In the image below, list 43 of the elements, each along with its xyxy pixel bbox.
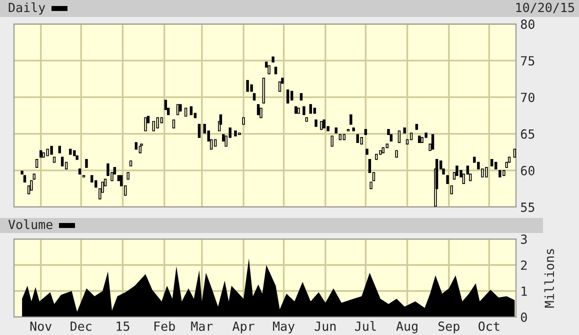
candlestick [456,166,458,176]
x-tick-label: Mar [191,322,213,331]
x-tick-label: Nov [30,322,52,331]
y-tick-label: 65 [520,129,534,139]
candlestick [350,114,352,125]
x-tick-label: May [273,322,295,334]
y-tick-label: 3 [521,234,527,244]
candlestick [278,81,282,92]
candlestick [198,124,201,138]
candlestick [246,80,249,92]
x-tick-label: Oct [478,321,500,331]
y-axis-title: Millions [544,249,554,308]
y-tick-label: 80 [520,20,534,29]
candlestick [144,117,147,132]
y-tick-label: 1 [522,286,527,296]
candlestick [152,120,155,132]
y-tick-label: 2 [521,260,527,270]
y-tick-label: 55 [521,202,534,212]
x-tick-label: Jun [314,322,336,331]
x-tick-label: Sep [438,321,460,334]
candlestick [156,117,159,128]
x-tick-label: Apr [232,322,254,334]
x-tick-label: Dec [70,322,92,331]
candlestick [431,134,434,150]
candlestick [256,104,260,116]
candlestick [485,167,488,178]
y-tick-label: 75 [521,56,534,66]
candlestick [398,130,401,144]
y-tick-label: 60 [520,166,534,176]
y-tick-label: 70 [521,92,534,102]
candlestick [30,180,33,191]
candlestick [176,104,180,116]
text: 10/20/15 [516,2,574,14]
x-tick-label: Aug [396,322,418,334]
x-tick-label: Jul [355,321,376,331]
x-tick-label: Feb [154,321,175,331]
chart-title: Volume [8,219,52,230]
candlestick [286,89,290,104]
y-tick-label: 0 [520,312,527,322]
x-tick-label: 15 [116,322,130,331]
candlestick [330,136,334,147]
candlestick [260,108,262,118]
chart-title: Daily [8,2,46,15]
